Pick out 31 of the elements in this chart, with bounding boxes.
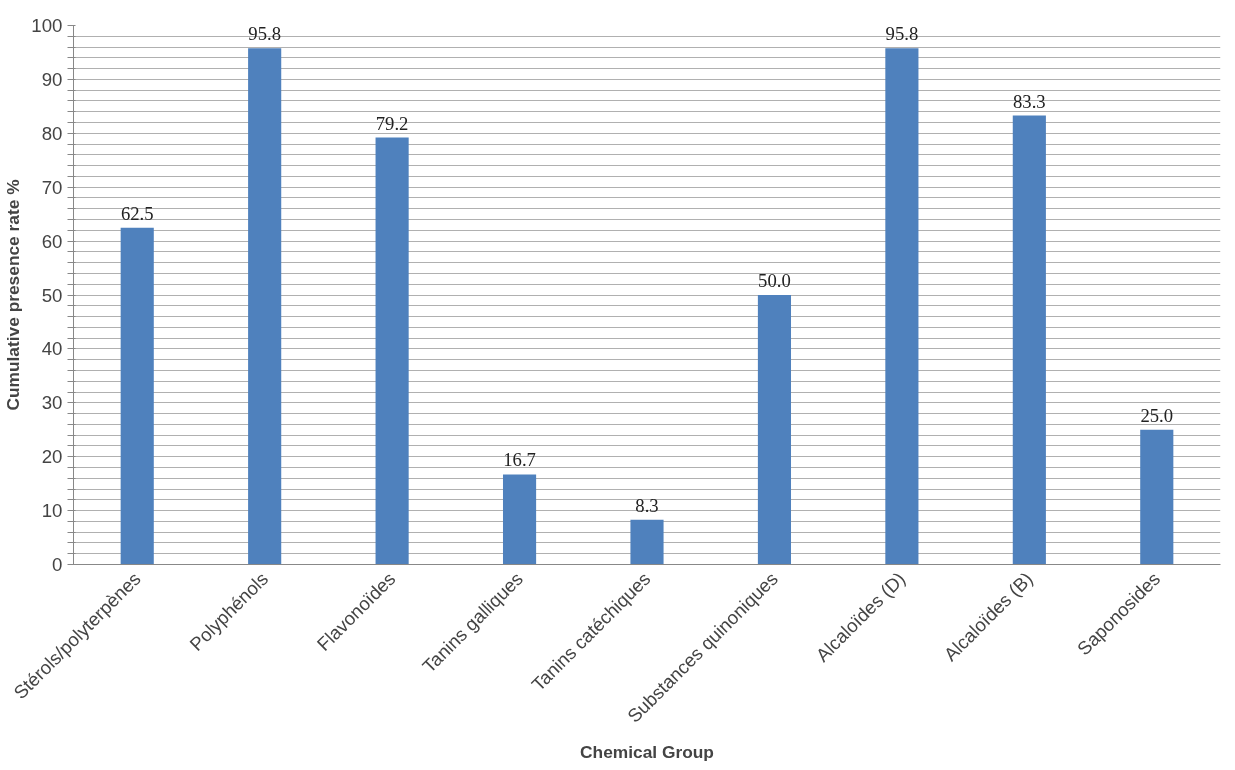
y-tick-label: 20	[41, 446, 63, 468]
y-tick-label: 50	[41, 284, 63, 306]
bar	[375, 137, 409, 565]
bar	[885, 48, 919, 565]
bar	[120, 227, 154, 565]
y-tick-label: 100	[31, 15, 63, 36]
data-label: 50.0	[758, 270, 791, 291]
y-tick-label: 0	[52, 554, 63, 575]
data-label: 62.5	[120, 202, 154, 224]
y-tick-label: 90	[41, 68, 63, 90]
data-label: 79.2	[375, 112, 409, 134]
y-tick-label: 60	[41, 230, 63, 252]
y-tick-label: 30	[41, 392, 63, 414]
data-label: 25.0	[1140, 404, 1174, 426]
y-tick-label: 40	[41, 338, 63, 360]
data-label: 83.3	[1013, 90, 1046, 112]
bar	[502, 474, 537, 565]
bar	[1140, 429, 1174, 565]
data-label: 95.8	[885, 23, 919, 45]
x-axis-title: Chemical Group	[580, 742, 714, 763]
y-tick-label: 80	[41, 122, 63, 144]
data-label: 8.3	[635, 494, 659, 516]
bar	[248, 48, 282, 565]
y-tick-label: 70	[41, 176, 63, 198]
data-label: 95.8	[248, 23, 281, 45]
y-tick-label: 10	[41, 500, 63, 522]
data-label: 16.7	[503, 449, 536, 471]
bar	[630, 519, 664, 565]
y-axis-title: Cumulative presence rate %	[3, 179, 24, 411]
bar	[1012, 115, 1046, 565]
bar	[757, 295, 792, 565]
